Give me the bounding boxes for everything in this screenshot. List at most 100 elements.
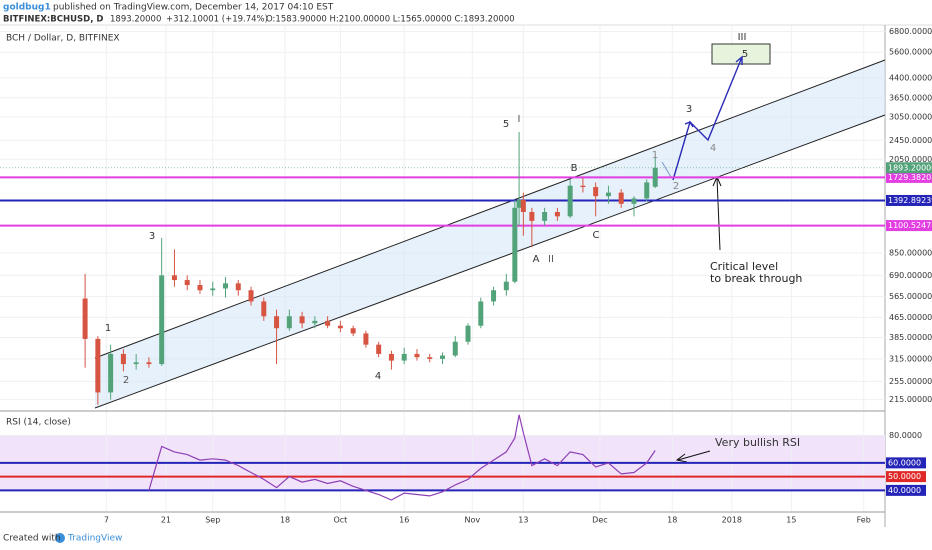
candle-body <box>542 212 548 221</box>
candle-body <box>82 298 88 339</box>
wave-label: 1 <box>652 150 658 161</box>
wave-label: 2 <box>673 181 679 192</box>
y-tick-label: 3050.00000 <box>889 112 932 121</box>
price-pane-title: BCH / Dollar, D, BITFINEX <box>6 34 120 44</box>
rsi-tick-label: 50.0000 <box>888 472 921 481</box>
candle-body <box>299 316 305 324</box>
candle-body <box>286 316 292 329</box>
candle-body <box>491 290 497 302</box>
rsi-line <box>148 414 656 501</box>
wave-label: II <box>548 254 554 265</box>
level-label: 1100.52477 <box>888 221 932 230</box>
candle-body <box>580 185 586 188</box>
candle-body <box>567 185 573 217</box>
x-tick-label: Feb <box>857 516 871 525</box>
channel-upper <box>94 59 886 359</box>
y-tick-label: 565.00000 <box>889 292 932 301</box>
wave-label: 5 <box>742 49 748 60</box>
level-label: 1729.38208 <box>888 173 932 182</box>
wave-label: Critical level <box>710 260 778 273</box>
candle-body <box>108 353 114 393</box>
rsi-pane-title: RSI (14, close) <box>6 418 71 428</box>
candle-body <box>516 199 522 208</box>
y-tick-label: 4400.00000 <box>889 73 932 82</box>
candle-body <box>325 320 331 326</box>
channel-fill <box>95 60 885 408</box>
x-tick-label: Sep <box>205 516 220 525</box>
y-tick-label: 385.00000 <box>889 333 932 342</box>
candle-body <box>605 192 611 197</box>
wave-label: B <box>571 163 578 174</box>
candle-body <box>146 362 152 365</box>
y-tick-label: 850.00000 <box>889 249 932 258</box>
y-tick-label: 2050.00000 <box>889 155 932 164</box>
x-tick-label: 15 <box>786 516 796 525</box>
critical-arrow <box>716 177 721 251</box>
candle-body <box>554 212 560 217</box>
rsi-arrow <box>677 450 711 461</box>
wave-label: 2 <box>123 375 129 386</box>
candle-body <box>520 199 526 213</box>
y-tick-label: 215.00000 <box>889 395 932 404</box>
candle-body <box>120 353 126 365</box>
footer-brand[interactable]: TradingView <box>67 534 122 544</box>
level-label: 1392.89239 <box>888 196 932 205</box>
candle-body <box>312 320 318 324</box>
wave-label: C <box>593 230 600 241</box>
candle-body <box>644 182 650 199</box>
candle-body <box>401 353 407 361</box>
x-tick-label: 7 <box>104 516 109 525</box>
target-box <box>711 43 771 65</box>
level-label-bg <box>886 220 932 232</box>
rsi-tick-bg <box>886 471 926 483</box>
y-tick-label: 6800.00000 <box>889 27 932 36</box>
wave-label: 4 <box>375 371 381 382</box>
last-price-bg <box>886 162 932 174</box>
candle-body <box>388 353 394 361</box>
candle-body <box>478 301 484 326</box>
x-tick-label: Dec <box>592 516 607 525</box>
arrow-heads <box>684 55 743 128</box>
x-tick-label: Oct <box>333 516 347 525</box>
candle-body <box>235 283 241 291</box>
x-tick-label: 18 <box>280 516 290 525</box>
candle-body <box>503 281 509 291</box>
candle-body <box>593 187 599 197</box>
candle-body <box>274 316 280 329</box>
published: published on TradingView.com, December 1… <box>53 3 334 13</box>
x-tick-label: 2018 <box>722 516 742 525</box>
candle-body <box>376 344 382 354</box>
wave-label: 1 <box>105 323 111 334</box>
last-price-label: 1893.20000 <box>888 163 932 172</box>
wave-label: 5 <box>503 119 509 130</box>
rsi-tick-bg <box>886 457 926 469</box>
rsi-tick-label: 60.0000 <box>888 458 921 467</box>
candle-body <box>618 192 624 204</box>
candle-body <box>427 357 433 359</box>
candle-body <box>363 333 369 345</box>
rsi-annotation: Very bullish RSI <box>715 436 800 449</box>
wave-label: A <box>533 254 540 265</box>
candle-body <box>452 341 458 356</box>
rsi-tick-bg <box>886 484 926 496</box>
rsi-tick-label: 80.0000 <box>889 431 922 440</box>
author[interactable]: goldbug1 <box>3 3 51 13</box>
candle-body <box>652 167 658 187</box>
channel-lower <box>94 114 886 409</box>
wave-label: I <box>518 114 521 125</box>
candle-body <box>133 362 139 365</box>
last: 1893.20000 <box>110 15 161 25</box>
candle-body <box>350 328 356 334</box>
candle-body <box>465 325 471 342</box>
y-tick-label: 2450.00000 <box>889 136 932 145</box>
candle-body <box>184 280 190 286</box>
x-tick-label: 13 <box>518 516 528 525</box>
candle-body <box>248 290 254 302</box>
symbol: BITFINEX:BCHUSD, D <box>3 15 103 25</box>
rsi-arrow-head <box>675 453 688 463</box>
footer-created: Created with <box>3 534 61 544</box>
y-tick-label: 3650.00000 <box>889 93 932 102</box>
candle-body <box>223 283 229 289</box>
candle-body <box>197 285 203 291</box>
